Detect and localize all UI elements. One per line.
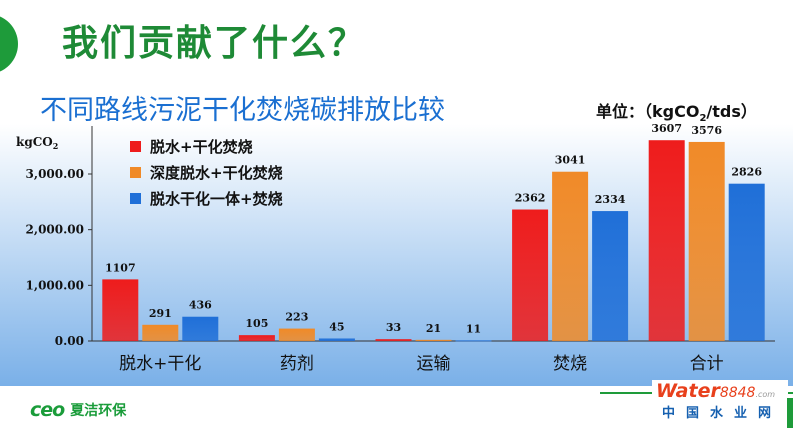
y-tick-label: 2,000.00 (26, 223, 84, 237)
data-label: 2334 (595, 193, 626, 206)
x-tick-label: 运输 (417, 354, 451, 374)
water-brand-cn: 中国水业网 (662, 406, 783, 421)
y-tick-label: 0.00 (55, 334, 84, 348)
y-tick-label: 1,000.00 (26, 278, 84, 292)
data-label: 11 (466, 322, 481, 335)
data-label: 2826 (731, 166, 762, 179)
x-tick-label: 焚烧 (553, 354, 587, 374)
data-label: 3607 (651, 124, 682, 135)
bar-1-2 (238, 335, 275, 341)
data-label: 33 (386, 321, 401, 334)
water-brand-domain: .com (755, 390, 776, 399)
bar-1-3 (375, 339, 412, 341)
x-tick-label: 药剂 (280, 354, 314, 374)
legend-swatch (130, 141, 141, 152)
data-label: 1107 (105, 261, 136, 274)
legend-label: 脱水干化一体+焚烧 (150, 190, 283, 208)
slide-title: 我们贡献了什么？ (62, 23, 367, 64)
legend-label: 脱水+干化焚烧 (150, 138, 253, 156)
water-brand: Water8848.com (656, 380, 775, 402)
corner-accent (787, 398, 793, 428)
y-axis-label: kgCO2 (16, 135, 58, 151)
data-label: 3041 (555, 154, 586, 167)
data-label: 105 (245, 317, 268, 330)
water8848-logo: Water8848.com 中国水业网 (652, 380, 788, 426)
y-tick-label: 3,000.00 (26, 167, 84, 181)
title-accent-bar (0, 14, 18, 74)
legend-swatch (130, 193, 141, 204)
unit-sub: 2 (699, 113, 707, 125)
data-label: 3576 (691, 124, 722, 137)
bar-chart: 0.00 1,000.00 2,000.00 3,000.00 kgCO2 1107 291… (0, 124, 793, 386)
bar-3-5 (728, 183, 765, 341)
y-axis-label-sub: 2 (53, 141, 59, 151)
bar-1-1 (102, 279, 139, 341)
bar-2-1 (142, 324, 179, 341)
bar-2-2 (278, 328, 315, 341)
unit-suffix: /tds） (706, 102, 757, 121)
water-brand-number: 8848 (719, 385, 756, 401)
company-logo-o-icon: o (52, 399, 65, 421)
bar-2-4 (552, 171, 589, 341)
bar-2-5 (688, 141, 725, 341)
legend-swatch (130, 167, 141, 178)
data-label: 291 (149, 307, 172, 320)
unit-label: 单位：（kgCO2/tds） (596, 98, 757, 124)
legend-label: 深度脱水+干化焚烧 (150, 164, 283, 182)
bar-2-3 (415, 339, 452, 341)
data-label: 21 (426, 322, 441, 335)
data-label: 436 (189, 299, 212, 312)
bar-3-3 (455, 340, 492, 342)
bar-3-1 (182, 316, 219, 341)
data-label: 223 (285, 311, 308, 324)
x-tick-label: 合计 (690, 354, 724, 374)
bar-chart-svg: 0.00 1,000.00 2,000.00 3,000.00 kgCO2 1107 291… (0, 124, 793, 386)
data-label: 2362 (515, 192, 546, 205)
chart-subtitle: 不同路线污泥干化焚烧碳排放比较 (40, 95, 445, 126)
water-brand-word: Water (656, 380, 720, 402)
company-logo-mark: ce (30, 399, 53, 421)
bar-1-5 (648, 140, 685, 341)
company-logo: ce o 夏洁环保 (30, 398, 126, 422)
unit-prefix: 单位：（kgCO (596, 102, 700, 121)
bar-3-4 (592, 211, 629, 341)
data-label: 45 (329, 320, 344, 333)
bar-3-2 (318, 338, 355, 341)
bar-1-4 (512, 209, 549, 341)
x-tick-label: 脱水+干化 (119, 354, 201, 374)
company-name: 夏洁环保 (70, 403, 127, 419)
